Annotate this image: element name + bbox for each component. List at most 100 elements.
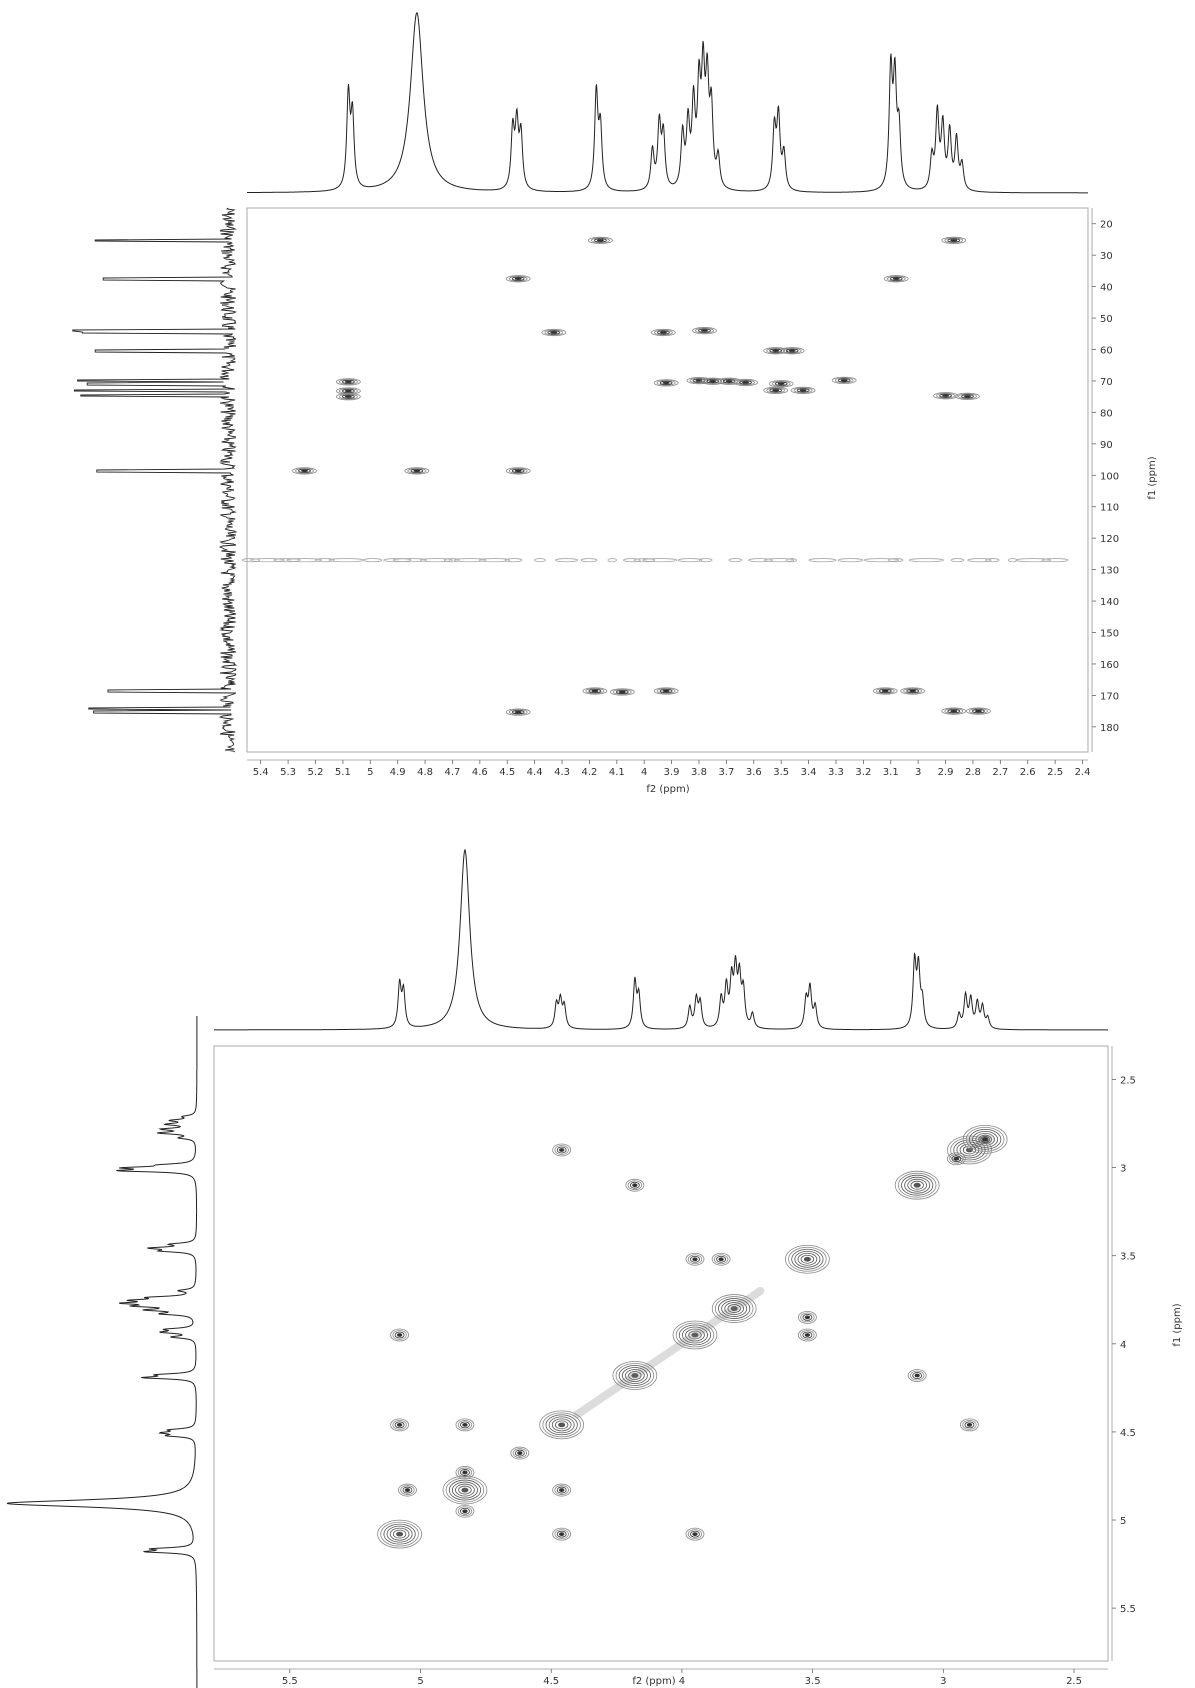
- hsqc-x-axis-tick-label: 4.6: [472, 767, 488, 778]
- hsqc-cross-peak: [653, 687, 679, 695]
- hsqc-y-axis-tick-label: 50: [1100, 314, 1113, 325]
- hsqc-cross-peak: [944, 237, 964, 244]
- hsqc-y-axis-tick-label: 60: [1100, 346, 1113, 357]
- hsqc-cross-peak: [656, 330, 670, 335]
- hsqc-plot-frame: [246, 207, 1089, 753]
- hsqc-cross-peak: [689, 377, 709, 384]
- cosy-cross-peak: [559, 1488, 565, 1492]
- cosy-cross-peak: [460, 1507, 470, 1515]
- cosy-cross-peak: [800, 1312, 815, 1323]
- cosy-y-axis-tick-label: 3.5: [1120, 1252, 1136, 1263]
- hsqc-cross-peak: [788, 349, 796, 352]
- cosy-x-axis-tick-label: 4: [679, 1676, 685, 1687]
- hsqc-cross-peak: [799, 389, 807, 392]
- hsqc-noise-mark: [677, 558, 703, 563]
- hsqc-cross-peak: [739, 380, 752, 385]
- cosy-diagonal-peak: [678, 1324, 712, 1346]
- hsqc-cross-peak: [883, 275, 909, 283]
- hsqc-cross-peak: [596, 239, 604, 242]
- hsqc-x-axis-tick-label: 2.7: [992, 767, 1008, 778]
- hsqc-left-projection: [72, 207, 238, 753]
- cosy-cross-peak: [685, 1527, 705, 1541]
- cosy-cross-peak: [460, 1469, 470, 1476]
- hsqc-cross-peak: [831, 376, 857, 384]
- hsqc-cross-peak: [950, 709, 958, 713]
- cosy-diagonal-peak: [794, 1250, 821, 1268]
- hsqc-cross-peak: [769, 388, 783, 393]
- cosy-left-projection: [6, 1016, 198, 1688]
- hsqc-cross-peak: [653, 329, 673, 336]
- cosy-x-axis-tick-label: 3: [940, 1676, 946, 1687]
- hsqc-cross-peak: [944, 708, 964, 714]
- hsqc-noise-mark: [786, 558, 797, 563]
- hsqc-noise-mark: [273, 558, 301, 563]
- cosy-cross-peak: [396, 1422, 403, 1427]
- hsqc-cross-peak: [933, 392, 958, 400]
- cosy-cross-peak: [718, 1257, 724, 1262]
- hsqc-cross-peak: [698, 328, 711, 333]
- cosy-cross-peak: [632, 1183, 638, 1188]
- cosy-cross-peak: [394, 1331, 405, 1339]
- hsqc-cross-peak: [972, 709, 985, 714]
- cosy-y-axis-tick-label: 2.5: [1120, 1075, 1136, 1086]
- cosy-top-projection: [214, 848, 1108, 1031]
- hsqc-cross-peak: [700, 377, 726, 385]
- cosy-diagonal-peak: [539, 1410, 585, 1440]
- hsqc-cross-peak: [703, 378, 723, 385]
- cosy-diagonal-peak: [901, 1174, 934, 1196]
- cosy-cross-peak: [392, 1419, 407, 1430]
- cosy-cross-peak: [556, 1486, 567, 1494]
- cosy-diagonal-peak: [797, 1252, 818, 1266]
- cosy-diagonal-peak: [386, 1525, 413, 1543]
- hsqc-y-axis-tick-label: 80: [1100, 408, 1113, 419]
- hsqc-cross-peak: [936, 392, 955, 399]
- hsqc-noise-mark: [642, 558, 678, 563]
- cosy-cross-peak: [394, 1421, 405, 1429]
- hsqc-noise-mark: [315, 558, 335, 563]
- cosy-diagonal-peak: [675, 1322, 715, 1348]
- cosy-x-axis-tick-label: 2.5: [1066, 1676, 1082, 1687]
- hsqc-cross-peak: [662, 689, 670, 693]
- cosy-x-axis-title: f2 (ppm): [632, 1676, 675, 1687]
- hsqc-cross-peak: [514, 277, 522, 280]
- cosy-cross-peak: [629, 1181, 640, 1189]
- hsqc-cross-peak: [588, 688, 602, 693]
- hsqc-x-axis-tick-label: 5.1: [335, 767, 351, 778]
- cosy-diagonal-peak: [907, 1178, 928, 1192]
- cosy-diagonal-peak: [724, 1302, 745, 1315]
- cosy-diagonal-peak: [791, 1248, 824, 1270]
- cosy-diagonal-peak: [442, 1475, 488, 1505]
- hsqc-noise-mark: [888, 558, 904, 563]
- hsqc-cross-peak: [344, 389, 352, 393]
- hsqc-cross-peak: [900, 687, 926, 695]
- hsqc-cross-peak: [964, 395, 971, 398]
- hsqc-cross-peak: [541, 328, 567, 337]
- hsqc-cross-peak: [615, 689, 629, 694]
- hsqc-x-axis-tick-label: 4.3: [554, 767, 570, 778]
- cosy-cross-peak: [455, 1466, 475, 1479]
- hsqc-cross-peak: [941, 707, 967, 715]
- hsqc-cross-peak: [763, 347, 789, 355]
- hsqc-cross-peak: [591, 689, 599, 693]
- hsqc-noise-mark: [633, 558, 656, 563]
- hsqc-cross-peak: [508, 468, 528, 474]
- cosy-diagonal-peak: [551, 1418, 572, 1432]
- hsqc-cross-peak: [886, 275, 906, 282]
- cosy-diagonal-peak: [894, 1170, 940, 1200]
- cosy-cross-peak: [804, 1333, 811, 1337]
- hsqc-noise-mark: [985, 558, 1000, 563]
- cosy-x-axis-tick-label: 3.5: [805, 1676, 821, 1687]
- hsqc-x-axis-tick-label: 3.2: [855, 767, 871, 778]
- cosy-diagonal-peak: [380, 1521, 419, 1547]
- hsqc-cross-peak: [766, 387, 786, 394]
- hsqc-noise-mark: [623, 558, 641, 563]
- hsqc-cross-peak: [961, 394, 974, 399]
- hsqc-cross-peak: [505, 708, 531, 716]
- hsqc-cross-peak: [593, 238, 607, 243]
- cosy-diagonal-peak: [721, 1300, 748, 1317]
- hsqc-noise-mark: [1041, 558, 1069, 563]
- cosy-diagonal-peak: [788, 1246, 827, 1272]
- hsqc-cross-peak: [656, 380, 676, 386]
- hsqc-cross-peak: [909, 689, 917, 693]
- hsqc-cross-peak: [941, 236, 967, 244]
